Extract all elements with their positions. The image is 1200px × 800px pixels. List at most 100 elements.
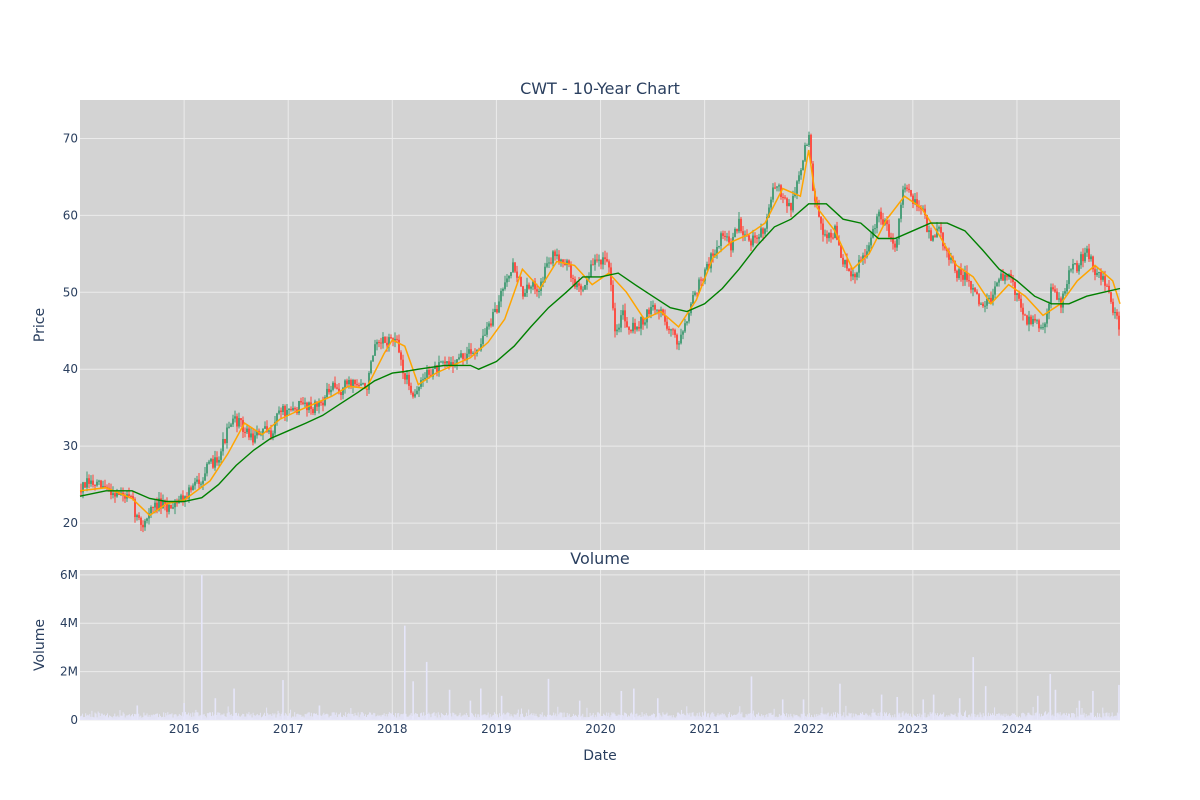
- volume-spike-bar: [750, 676, 753, 720]
- volume-bar: [90, 716, 92, 720]
- volume-bar: [146, 713, 148, 720]
- candle-body: [620, 315, 622, 328]
- candle-body: [200, 483, 202, 485]
- volume-bar: [927, 714, 929, 720]
- candle-body: [992, 294, 994, 302]
- candle-body: [744, 234, 746, 236]
- x-tick-label: 2018: [377, 722, 408, 736]
- candle-body: [532, 281, 534, 287]
- volume-bar: [437, 712, 439, 720]
- candle-body: [1028, 316, 1030, 325]
- candle-body: [740, 218, 742, 232]
- candle-body: [198, 479, 200, 485]
- volume-bar: [943, 712, 945, 720]
- volume-bar: [133, 716, 134, 720]
- volume-bar: [302, 715, 304, 720]
- candle-body: [668, 328, 670, 331]
- volume-bar: [643, 714, 645, 720]
- volume-bar: [843, 712, 845, 720]
- candle-body: [604, 257, 606, 260]
- volume-bar: [673, 717, 675, 720]
- volume-bar: [537, 717, 539, 720]
- volume-bar: [135, 714, 137, 720]
- volume-bar: [128, 714, 130, 720]
- volume-bar: [1073, 713, 1075, 720]
- volume-bar: [241, 715, 243, 720]
- volume-bar: [258, 715, 260, 720]
- candle-body: [522, 286, 524, 297]
- candle-body: [370, 361, 372, 373]
- volume-bar: [536, 716, 538, 720]
- volume-bar: [819, 715, 821, 720]
- candle-body: [948, 251, 950, 260]
- volume-bar: [424, 715, 426, 720]
- volume-bar: [89, 713, 91, 720]
- volume-bar: [455, 714, 457, 720]
- volume-bar: [374, 713, 376, 720]
- volume-bar: [177, 715, 179, 720]
- price-plot-area[interactable]: [80, 100, 1120, 550]
- volume-bar: [938, 716, 939, 720]
- volume-bar: [295, 716, 297, 720]
- candle-body: [850, 271, 852, 277]
- volume-bar: [1106, 712, 1108, 720]
- candle-body: [1054, 289, 1056, 292]
- volume-bar: [213, 715, 215, 720]
- volume-bar: [815, 716, 817, 720]
- volume-spike-bar: [469, 700, 472, 720]
- volume-bar: [1027, 712, 1029, 720]
- volume-bar: [279, 716, 281, 720]
- candle-body: [324, 397, 326, 406]
- volume-spike-bar: [183, 703, 185, 720]
- volume-bar: [264, 712, 266, 720]
- candle-body: [196, 479, 198, 482]
- volume-bar: [373, 712, 375, 720]
- candle-body: [402, 359, 404, 374]
- volume-bar: [472, 713, 474, 720]
- candle-body: [624, 310, 626, 322]
- candle-body: [554, 251, 556, 257]
- volume-y-tick-label: 4M: [60, 616, 78, 630]
- volume-spike-bar: [781, 699, 784, 720]
- volume-bar: [368, 714, 370, 720]
- volume-bar: [383, 713, 385, 720]
- volume-bar: [316, 713, 318, 720]
- volume-bar: [687, 713, 689, 720]
- volume-bar: [433, 712, 435, 720]
- volume-bar: [853, 716, 855, 720]
- volume-bar: [234, 712, 236, 720]
- candle-body: [410, 385, 412, 393]
- candle-body: [148, 513, 150, 519]
- candle-body: [718, 246, 720, 248]
- volume-bar: [458, 714, 460, 720]
- volume-bar: [405, 713, 407, 720]
- candle-body: [334, 382, 336, 388]
- candle-body: [412, 392, 414, 397]
- volume-bar: [895, 717, 897, 720]
- volume-plot-area[interactable]: [80, 570, 1120, 720]
- volume-bar: [765, 715, 767, 720]
- volume-bar: [95, 713, 97, 720]
- volume-bar: [715, 716, 717, 720]
- candle-body: [854, 274, 856, 278]
- candle-body: [230, 424, 232, 427]
- volume-bar: [369, 712, 371, 720]
- candle-body: [188, 487, 190, 499]
- volume-bar: [1048, 712, 1050, 720]
- volume-bar: [823, 714, 825, 720]
- volume-bar: [830, 713, 832, 720]
- candle-body: [1114, 312, 1116, 314]
- x-tick-label: 2023: [898, 722, 929, 736]
- candle-body: [870, 237, 872, 246]
- volume-bar: [1063, 713, 1065, 720]
- volume-bar: [967, 717, 969, 720]
- volume-bar: [717, 713, 719, 720]
- candle-body: [246, 428, 248, 433]
- volume-bar: [777, 716, 779, 720]
- volume-bar: [647, 716, 649, 720]
- volume-bar: [813, 717, 815, 720]
- volume-bar: [151, 715, 153, 720]
- candle-body: [790, 203, 792, 211]
- volume-bar: [243, 714, 245, 720]
- volume-bar: [156, 713, 158, 720]
